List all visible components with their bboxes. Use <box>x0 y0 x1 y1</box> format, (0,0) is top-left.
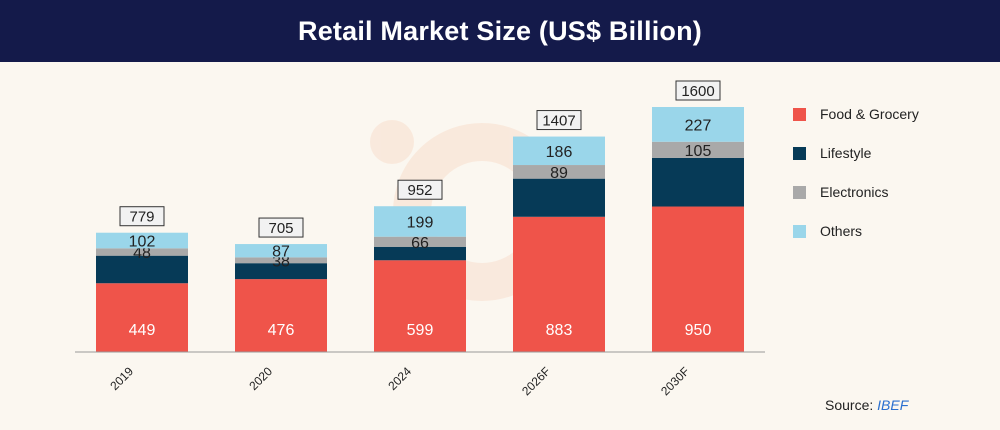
bar-segment-electronics-2030f <box>652 141 744 158</box>
data-label-food-grocery-2020: 476 <box>268 322 295 339</box>
legend-label: Lifestyle <box>820 145 872 161</box>
legend-item-electronics: Electronics <box>793 182 919 202</box>
x-tick-label-2030f: 2030F <box>658 364 692 398</box>
x-tick-label-2020: 2020 <box>246 364 275 393</box>
total-box-2020 <box>258 217 304 238</box>
legend-label: Others <box>820 223 863 239</box>
data-label-others-2024: 199 <box>407 214 434 231</box>
bar-segment-food-grocery-2024 <box>374 260 466 352</box>
chart-legend: Food & Grocery Lifestyle Electronics Oth… <box>793 104 919 260</box>
bar-segment-others-2019 <box>96 232 188 249</box>
total-label-2024: 952 <box>407 182 432 199</box>
legend-label: Food & Grocery <box>820 106 919 122</box>
bar-segment-electronics-2024 <box>374 236 466 247</box>
legend-item-lifestyle: Lifestyle <box>793 143 919 163</box>
total-label-2019: 779 <box>129 209 154 226</box>
total-box-2026f <box>536 110 582 131</box>
data-label-electronics-2030f: 105 <box>685 143 712 160</box>
total-box-2030f <box>675 80 721 101</box>
chart-title: Retail Market Size (US$ Billion) <box>298 15 702 46</box>
data-label-others-2030f: 227 <box>685 117 712 134</box>
data-label-others-2020: 87 <box>272 244 290 261</box>
legend-item-others: Others <box>793 221 919 241</box>
bar-segment-food-grocery-2020 <box>235 279 327 352</box>
data-label-food-grocery-2030f: 950 <box>685 322 712 339</box>
legend-label: Electronics <box>820 184 889 200</box>
data-label-others-2026f: 186 <box>546 144 573 161</box>
legend-swatch <box>793 146 806 160</box>
data-label-electronics-2026f: 89 <box>550 165 568 182</box>
bar-segment-food-grocery-2030f <box>652 206 744 352</box>
data-label-electronics-2019: 48 <box>133 245 151 262</box>
source-prefix: Source: <box>825 397 874 413</box>
source-name: IBEF <box>877 397 909 413</box>
data-label-food-grocery-2019: 449 <box>129 322 156 339</box>
bar-segment-others-2024 <box>374 206 466 237</box>
total-box-2024 <box>397 179 443 200</box>
bar-segment-electronics-2020 <box>235 257 327 264</box>
source-note: Source: IBEF <box>825 397 908 413</box>
legend-swatch <box>793 107 806 121</box>
bar-segment-lifestyle-2020 <box>235 263 327 280</box>
data-label-food-grocery-2026f: 883 <box>546 322 573 339</box>
total-label-2030f: 1600 <box>681 83 714 100</box>
bar-segment-lifestyle-2030f <box>652 157 744 207</box>
bar-segment-lifestyle-2019 <box>96 255 188 284</box>
data-label-others-2019: 102 <box>129 234 156 251</box>
data-label-electronics-2020: 38 <box>272 253 290 270</box>
total-label-2026f: 1407 <box>542 113 575 130</box>
bar-segment-food-grocery-2019 <box>96 283 188 352</box>
total-box-2019 <box>119 206 165 227</box>
legend-item-food-grocery: Food & Grocery <box>793 104 919 124</box>
bar-segment-lifestyle-2026f <box>513 178 605 217</box>
data-label-electronics-2024: 66 <box>411 235 429 252</box>
legend-swatch <box>793 224 806 238</box>
x-tick-label-2026f: 2026F <box>519 364 553 398</box>
bar-segment-electronics-2019 <box>96 248 188 256</box>
total-label-2020: 705 <box>268 220 293 237</box>
bar-segment-others-2026f <box>513 136 605 166</box>
chart-header: Retail Market Size (US$ Billion) <box>0 0 1000 62</box>
bar-segment-electronics-2026f <box>513 165 605 179</box>
bar-segment-lifestyle-2024 <box>374 246 466 261</box>
x-tick-label-2019: 2019 <box>107 364 136 393</box>
data-label-food-grocery-2024: 599 <box>407 322 434 339</box>
bar-segment-food-grocery-2026f <box>513 216 605 352</box>
bar-segment-others-2020 <box>235 244 327 258</box>
legend-swatch <box>793 185 806 199</box>
bar-segment-others-2030f <box>652 107 744 142</box>
x-tick-label-2024: 2024 <box>385 364 414 393</box>
